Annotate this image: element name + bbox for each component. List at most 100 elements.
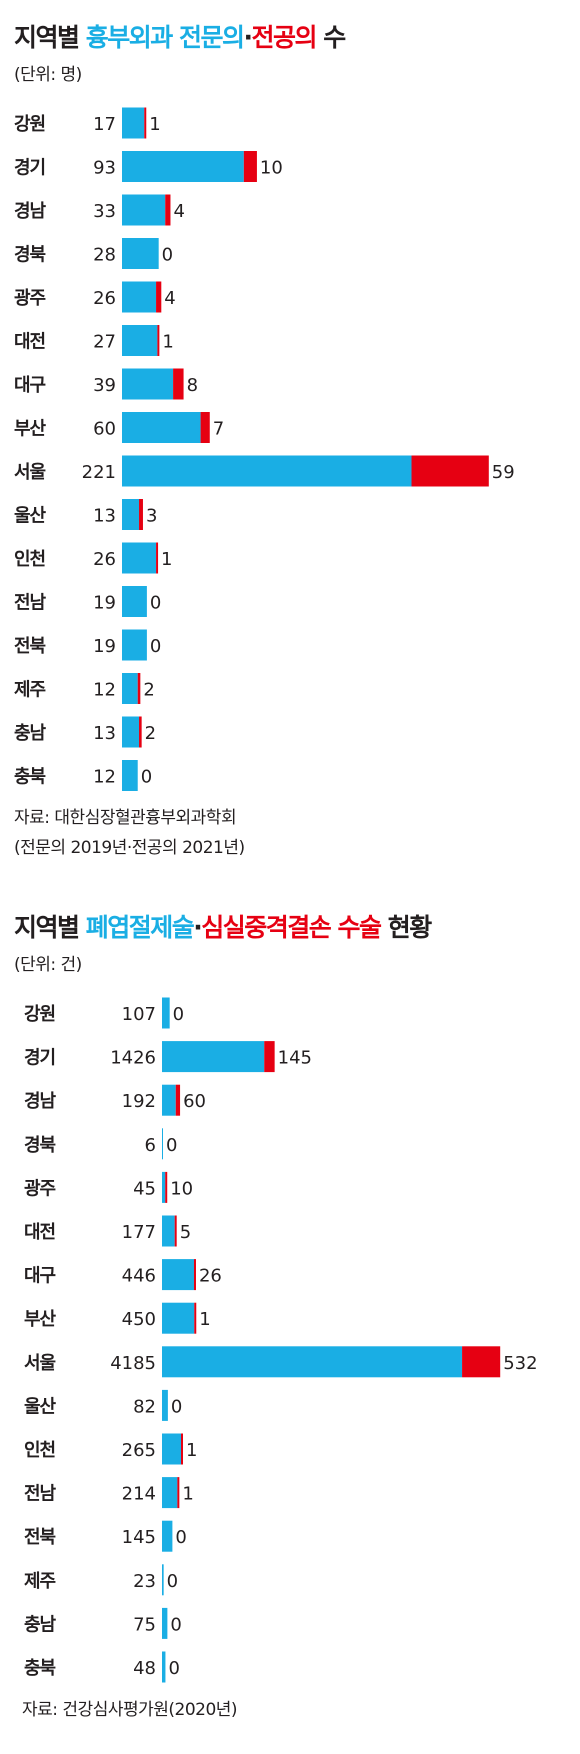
chart1-bar-a <box>122 586 147 617</box>
chart1-bar-b <box>411 455 489 487</box>
chart2-value-label-b: 145 <box>278 1048 312 1069</box>
chart2-bar-a <box>162 1302 195 1334</box>
chart1-value-label-a: 13 <box>93 723 116 744</box>
chart2-value-label-b: 1 <box>186 1440 197 1461</box>
chart2-category-label: 전남 <box>24 1484 57 1505</box>
chart1-category-label: 충북 <box>14 767 46 788</box>
chart2-value-label-b: 10 <box>170 1178 193 1199</box>
chart2-category-label: 강원 <box>24 1004 55 1025</box>
chart1-row-8: 서울 221 59 <box>14 455 515 487</box>
chart1-bar-a <box>122 673 138 704</box>
chart2-row-5: 대전 177 5 <box>24 1215 191 1247</box>
chart1-bar-b <box>144 107 147 139</box>
chart2-value-label-b: 0 <box>171 1396 182 1417</box>
chart1-value-label-b: 4 <box>164 288 175 309</box>
chart1-category-label: 경기 <box>14 158 45 179</box>
chart1-value-label-a: 60 <box>93 419 116 440</box>
chart2-bar-a <box>162 1041 265 1073</box>
chart1-category-label: 전북 <box>14 636 46 657</box>
chart1-value-label-b: 0 <box>162 245 173 266</box>
chart1-title-series-a: 흉부외과 전문의 <box>85 23 245 52</box>
chart1-bar-a <box>122 499 140 530</box>
chart2-category-label: 충남 <box>24 1614 57 1635</box>
chart1-value-label-a: 13 <box>93 506 116 527</box>
chart1-value-label-a: 19 <box>93 593 116 614</box>
chart2-bar-b <box>175 1084 181 1116</box>
chart2-bar-a <box>162 1607 168 1639</box>
chart1-value-label-b: 0 <box>150 636 161 657</box>
chart1-row-6: 대구 39 8 <box>14 368 198 400</box>
chart2-category-label: 광주 <box>24 1178 56 1199</box>
chart2-row-15: 충북 48 0 <box>24 1651 180 1683</box>
chart1-row-15: 충북 12 0 <box>14 760 152 791</box>
chart1-category-label: 경북 <box>14 245 46 266</box>
chart1-row-4: 광주 26 4 <box>14 281 176 313</box>
chart2-source: 자료: 건강심사평가원(2020년) <box>22 1695 238 1725</box>
chart2-value-label-a: 75 <box>133 1614 156 1635</box>
chart2-value-label-b: 0 <box>168 1658 179 1679</box>
chart1-value-label-a: 28 <box>93 245 116 266</box>
chart2-bar-a <box>162 1084 176 1116</box>
chart2-bar-b <box>462 1346 501 1378</box>
chart2-title-sep: · <box>193 913 203 942</box>
chart2-value-label-a: 450 <box>122 1309 156 1330</box>
chart2-value-label-a: 1426 <box>110 1048 156 1069</box>
chart1-bar-b <box>139 499 143 530</box>
chart1-source: 자료: 대한심장혈관흉부외과학회 (전문의 2019년·전공의 2021년) <box>14 803 245 863</box>
chart1-title-sep: · <box>243 23 253 52</box>
chart1-row-11: 전남 19 0 <box>14 586 161 617</box>
chart1-category-label: 제주 <box>14 680 46 701</box>
chart1-title-suffix: 수 <box>323 23 346 52</box>
chart1-bar-b <box>137 673 141 704</box>
chart1-category-label: 울산 <box>14 506 47 527</box>
chart2-value-label-b: 0 <box>167 1571 178 1592</box>
chart1-value-label-a: 27 <box>93 332 116 353</box>
chart1-value-label-a: 221 <box>82 462 116 483</box>
chart1-value-label-a: 26 <box>93 288 116 309</box>
chart2-category-label: 경북 <box>24 1135 56 1156</box>
chart2-value-label-b: 60 <box>183 1091 206 1112</box>
chart2-value-label-a: 4185 <box>110 1353 156 1374</box>
chart2-value-label-a: 23 <box>133 1571 156 1592</box>
chart1-value-label-a: 26 <box>93 549 116 570</box>
chart1-value-label-b: 0 <box>141 767 152 788</box>
chart1-value-label-b: 3 <box>146 506 157 527</box>
chart2-category-label: 제주 <box>24 1571 56 1592</box>
chart2-value-label-b: 0 <box>173 1004 184 1025</box>
chart1-value-label-b: 7 <box>213 419 224 440</box>
chart1-value-label-b: 4 <box>173 201 184 222</box>
chart1-bar-b <box>157 325 160 356</box>
chart1-source-line-1: 자료: 대한심장혈관흉부외과학회 <box>14 808 237 828</box>
chart1-row-9: 울산 13 3 <box>14 499 157 530</box>
chart2-value-label-b: 1 <box>182 1484 193 1505</box>
chart2-value-label-b: 1 <box>199 1309 210 1330</box>
chart2-row-0: 강원 107 0 <box>24 997 184 1029</box>
chart1-value-label-a: 19 <box>93 636 116 657</box>
chart2-bar-a <box>162 1389 168 1421</box>
chart2-value-label-b: 532 <box>503 1353 537 1374</box>
chart2-row-2: 경남 192 60 <box>24 1084 206 1116</box>
chart1-value-label-a: 12 <box>93 767 116 788</box>
chart2-row-4: 광주 45 10 <box>24 1171 193 1203</box>
chart1-row-0: 강원 17 1 <box>14 107 161 139</box>
chart1-value-label-b: 1 <box>162 332 173 353</box>
chart1-bar-a <box>122 412 201 443</box>
chart2-row-14: 충남 75 0 <box>24 1607 182 1639</box>
chart2-title-prefix: 지역별 <box>14 913 80 942</box>
chart2-bar-b <box>174 1215 177 1247</box>
chart1-bar-b <box>156 281 162 313</box>
chart2-bar-a <box>162 1651 166 1683</box>
chart1-unit: (단위: 명) <box>14 65 82 85</box>
chart2-bar-a <box>162 1477 178 1509</box>
chart1-bar-b <box>243 151 257 182</box>
chart1-bar-a <box>122 107 145 139</box>
chart1-row-10: 인천 26 1 <box>14 542 173 574</box>
chart1-source-line-2: (전문의 2019년·전공의 2021년) <box>14 838 245 858</box>
chart1-category-label: 광주 <box>14 288 46 309</box>
chart2-bar-a <box>162 1128 163 1160</box>
chart2-value-label-a: 214 <box>122 1484 156 1505</box>
chart1-category-label: 강원 <box>14 114 45 135</box>
chart1-row-14: 충남 13 2 <box>14 716 156 748</box>
chart1-bar-b <box>200 412 210 443</box>
